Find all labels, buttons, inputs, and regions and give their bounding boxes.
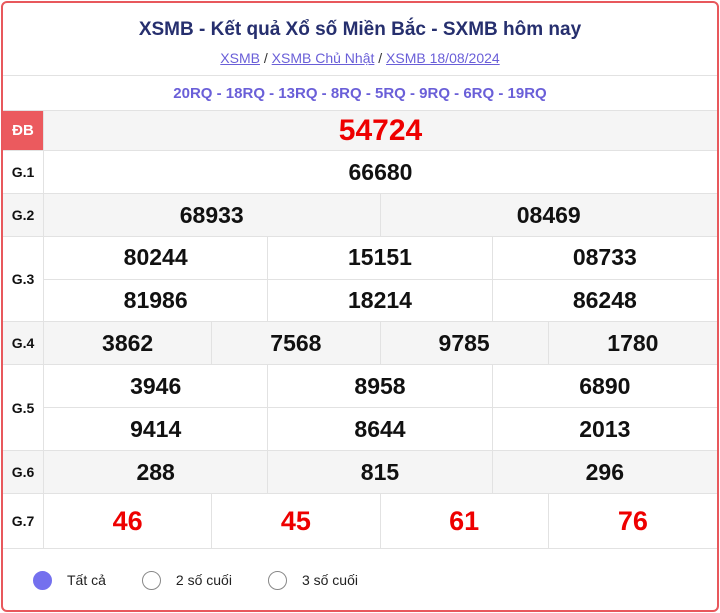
prize-number: 18214 <box>268 279 493 322</box>
prize-label: G.2 <box>3 194 44 236</box>
prize-label: G.4 <box>3 322 44 364</box>
prize-number: 15151 <box>268 237 493 280</box>
prize-number: 7568 <box>212 322 381 365</box>
prize-number: 45 <box>212 494 381 549</box>
prize-number: 6890 <box>492 365 717 408</box>
breadcrumb: XSMB / XSMB Chủ Nhật / XSMB 18/08/2024 <box>220 50 500 66</box>
prize-label: ĐB <box>3 111 44 150</box>
prize-number: 54724 <box>338 114 423 147</box>
prize-number: 66680 <box>348 159 413 185</box>
prize-row-g6: G.6 288 815 296 <box>3 451 717 494</box>
prize-row-g1: G.1 66680 <box>3 151 717 194</box>
prize-number: 61 <box>381 494 549 549</box>
prize-number: 815 <box>268 451 493 494</box>
prize-number: 3946 <box>44 365 269 408</box>
prize-label: G.1 <box>3 151 44 193</box>
filter-option-label: Tất cả <box>67 572 106 588</box>
filter-option-1[interactable]: 2 số cuối <box>141 570 232 590</box>
prize-label: G.5 <box>3 365 44 450</box>
prize-row-g3: G.3 80244 15151 08733 81986 18214 86248 <box>3 237 717 322</box>
special-codes: 20RQ - 18RQ - 13RQ - 8RQ - 5RQ - 9RQ - 6… <box>3 76 717 111</box>
prize-number: 46 <box>44 494 213 549</box>
prize-row-g4: G.4 3862 7568 9785 1780 <box>3 322 717 365</box>
header: XSMB - Kết quả Xổ số Miền Bắc - SXMB hôm… <box>3 3 717 76</box>
radio-button[interactable] <box>141 570 161 590</box>
filter-option-label: 3 số cuối <box>301 572 358 588</box>
breadcrumb-xsmb-date[interactable]: XSMB 18/08/2024 <box>386 50 500 66</box>
prize-number: 9785 <box>381 322 549 365</box>
prize-label: G.3 <box>3 237 44 321</box>
prize-number: 8644 <box>268 408 493 451</box>
prize-row-g7: G.7 46 45 61 76 <box>3 494 717 549</box>
prize-number: 8958 <box>268 365 493 408</box>
breadcrumb-xsmb-chu-nhat[interactable]: XSMB Chủ Nhật <box>271 50 375 66</box>
prize-label: G.6 <box>3 451 44 493</box>
prize-number: 9414 <box>44 408 269 451</box>
breadcrumb-xsmb[interactable]: XSMB <box>220 50 260 66</box>
prize-number: 81986 <box>44 279 269 322</box>
digit-filter: Tất cả 2 số cuối 3 số cuối <box>3 549 717 610</box>
prize-number: 68933 <box>44 194 381 237</box>
prize-number: 08733 <box>492 237 717 280</box>
prize-number: 80244 <box>44 237 269 280</box>
prize-label: G.7 <box>3 494 44 548</box>
prize-number: 288 <box>44 451 269 494</box>
page-title: XSMB - Kết quả Xổ số Miền Bắc - SXMB hôm… <box>138 19 582 40</box>
prize-number: 2013 <box>579 416 631 442</box>
prize-number: 76 <box>617 506 648 536</box>
radio-button[interactable] <box>267 570 287 590</box>
prize-row-g2: G.2 68933 08469 <box>3 194 717 237</box>
radio-button[interactable] <box>33 570 52 590</box>
filter-option-0[interactable]: Tất cả <box>33 570 106 590</box>
filter-option-label: 2 số cuối <box>175 572 232 588</box>
prize-number: 296 <box>585 459 624 485</box>
prize-row-g5: G.5 3946 8958 6890 9414 8644 2013 <box>3 365 717 451</box>
prize-row-b: ĐB 54724 <box>3 111 717 151</box>
prize-number: 3862 <box>44 322 213 365</box>
prize-number: 86248 <box>572 287 637 314</box>
prize-number: 1780 <box>607 330 659 356</box>
results-table: ĐB 54724 G.1 66680 G.2 68933 08469 G.3 80244 1515… <box>3 111 717 549</box>
filter-option-2[interactable]: 3 số cuối <box>267 570 358 590</box>
prize-number: 08469 <box>516 202 581 228</box>
